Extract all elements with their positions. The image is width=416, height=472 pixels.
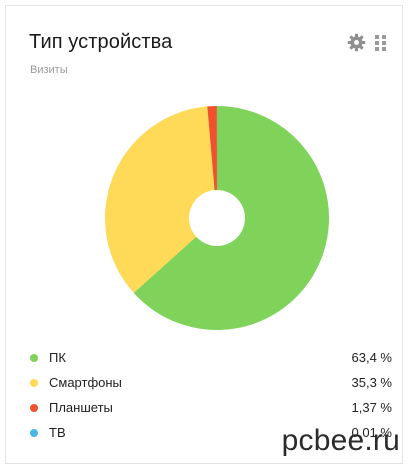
legend-value: 0,01 % bbox=[351, 425, 392, 440]
device-type-widget: Тип устройства Визиты ПК 63,4 % Смартфоны 3… bbox=[5, 5, 403, 464]
legend-dot-icon bbox=[30, 354, 38, 362]
legend-item[interactable]: ПК 63,4 % bbox=[30, 348, 392, 373]
widget-subtitle: Визиты bbox=[30, 64, 68, 76]
pie-slice-2[interactable] bbox=[207, 106, 217, 218]
legend-value: 1,37 % bbox=[351, 400, 392, 415]
pie-slice-1[interactable] bbox=[104, 106, 217, 293]
legend-dot-icon bbox=[30, 404, 38, 412]
device-type-donut-chart bbox=[104, 106, 329, 330]
drag-handle-icon[interactable] bbox=[375, 35, 387, 51]
legend-item[interactable]: Планшеты 1,37 % bbox=[30, 398, 392, 423]
legend-value: 35,3 % bbox=[351, 375, 392, 390]
widget-title: Тип устройства bbox=[29, 31, 173, 53]
watermark: pcbee.ru bbox=[281, 424, 400, 457]
legend-value: 63,4 % bbox=[351, 350, 392, 365]
chart-legend: ПК 63,4 % Смартфоны 35,3 % Планшеты 1,37 % ТВ 0… bbox=[30, 348, 392, 448]
legend-item[interactable]: ТВ 0,01 % bbox=[30, 423, 392, 448]
legend-label: ПК bbox=[49, 350, 66, 365]
gear-icon[interactable] bbox=[347, 33, 366, 52]
legend-label: Планшеты bbox=[49, 400, 113, 415]
legend-label: Смартфоны bbox=[49, 375, 122, 390]
legend-item[interactable]: Смартфоны 35,3 % bbox=[30, 373, 392, 398]
legend-label: ТВ bbox=[49, 425, 66, 440]
donut-hole bbox=[189, 190, 245, 246]
legend-dot-icon bbox=[30, 429, 38, 437]
legend-dot-icon bbox=[30, 379, 38, 387]
